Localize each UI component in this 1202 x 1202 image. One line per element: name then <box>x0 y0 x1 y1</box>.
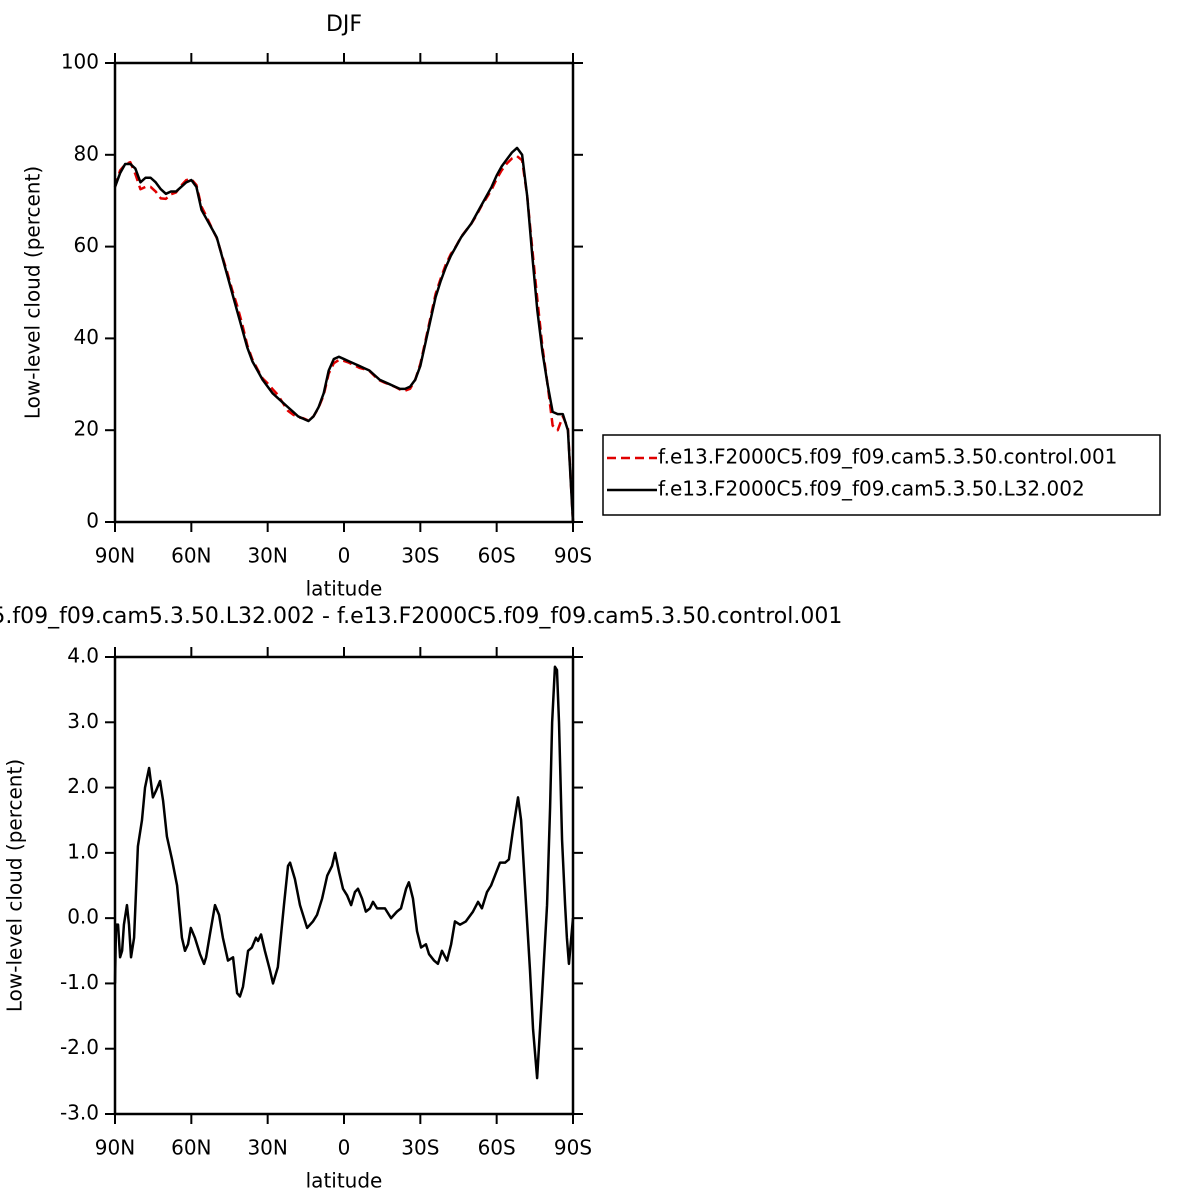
y-tick-label: 0 <box>86 509 99 533</box>
x-tick-label: 30N <box>247 544 287 568</box>
y-tick-label: 60 <box>74 233 99 257</box>
x-tick-label: 0 <box>338 1136 351 1160</box>
x-tick-label: 90S <box>554 544 592 568</box>
x-tick-label: 60N <box>171 1136 211 1160</box>
plot-frame <box>113 61 575 524</box>
y-axis-label: Low-level cloud (percent) <box>3 759 27 1012</box>
x-tick-label: 60N <box>171 544 211 568</box>
legend-box <box>602 434 1161 516</box>
y-tick-label: 3.0 <box>67 709 99 733</box>
x-tick-label: 90N <box>95 1136 135 1160</box>
y-tick-label: -3.0 <box>60 1101 99 1125</box>
y-tick-label: 4.0 <box>67 644 99 668</box>
x-tick-label: 30S <box>401 544 439 568</box>
x-tick-label: 30S <box>401 1136 439 1160</box>
y-axis-label: Low-level cloud (percent) <box>21 166 45 419</box>
x-tick-label: 0 <box>338 544 351 568</box>
y-tick-label: 100 <box>61 50 99 74</box>
series-line <box>113 146 575 523</box>
chart-title: DJF <box>326 12 362 37</box>
legend-label: f.e13.F2000C5.f09_f09.cam5.3.50.L32.002 <box>658 477 1085 501</box>
chart-title: f.e13.F2000C5.f09_f09.cam5.3.50.L32.002 … <box>0 604 842 629</box>
series-line <box>113 154 575 523</box>
x-tick-label: 60S <box>478 1136 516 1160</box>
x-tick-label: 30N <box>247 1136 287 1160</box>
x-tick-label: 90S <box>554 1136 592 1160</box>
legend-label: f.e13.F2000C5.f09_f09.cam5.3.50.control.… <box>658 445 1117 469</box>
y-tick-label: 40 <box>74 325 99 349</box>
plot-frame <box>113 655 575 1116</box>
x-axis-label: latitude <box>306 577 383 601</box>
x-tick-label: 90N <box>95 544 135 568</box>
x-axis-label: latitude <box>306 1169 383 1193</box>
y-tick-label: 80 <box>74 141 99 165</box>
y-tick-label: 0.0 <box>67 905 99 929</box>
y-tick-label: 20 <box>74 417 99 441</box>
y-tick-label: 1.0 <box>67 839 99 863</box>
y-tick-label: -2.0 <box>60 1035 99 1059</box>
y-tick-label: 2.0 <box>67 774 99 798</box>
x-tick-label: 60S <box>478 544 516 568</box>
y-tick-label: -1.0 <box>60 970 99 994</box>
difference-line <box>113 665 575 1080</box>
